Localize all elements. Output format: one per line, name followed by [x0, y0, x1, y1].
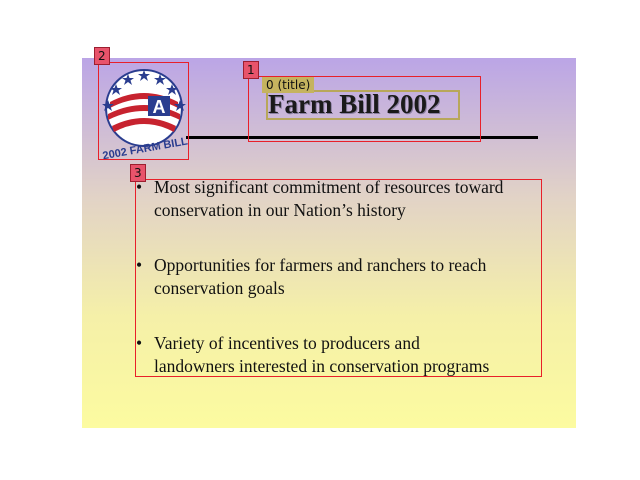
bullet-item: • Opportunities for farmers and ranchers…	[136, 254, 546, 300]
bullet-text: Opportunities for farmers and ranchers t…	[154, 255, 487, 298]
title-annotation-tag: 1	[243, 61, 259, 79]
title-annotation-label: 0 (title)	[262, 77, 315, 93]
bullet-item: • Most significant commitment of resourc…	[136, 176, 546, 222]
title-placeholder-outline	[266, 90, 460, 120]
bullet-icon: •	[136, 255, 143, 275]
farm-bill-logo: A 2002 FARM BILL	[98, 62, 190, 160]
title-underline	[186, 136, 538, 139]
body-annotation-tag: 3	[130, 164, 146, 182]
bullet-list[interactable]: • Most significant commitment of resourc…	[136, 176, 546, 410]
farm-bill-seal-icon: A 2002 FARM BILL	[102, 69, 189, 160]
title-annotation-box	[248, 76, 481, 142]
body-annotation-box	[135, 179, 542, 377]
bullet-item: • Variety of incentives to producers and…	[136, 332, 546, 378]
bullet-icon: •	[136, 177, 143, 197]
slide-title[interactable]: Farm Bill 2002	[268, 89, 441, 119]
logo-annotation-box	[98, 62, 189, 160]
logo-annotation-tag: 2	[94, 47, 110, 65]
bullet-icon: •	[136, 333, 143, 353]
bullet-text: Variety of incentives to producers and l…	[154, 333, 490, 376]
svg-text:A: A	[153, 97, 166, 117]
bullet-text: Most significant commitment of resources…	[154, 177, 504, 220]
